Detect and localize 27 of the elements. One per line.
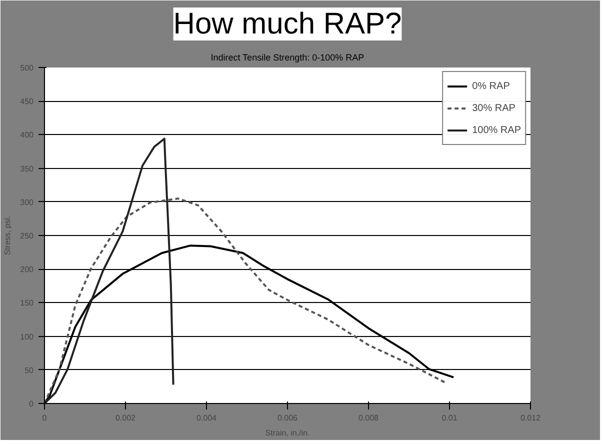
chart-subtitle: Indirect Tensile Strength: 0-100% RAP bbox=[210, 52, 364, 62]
chart-title: How much RAP? bbox=[173, 8, 402, 40]
x-tick-label: 0 bbox=[42, 414, 48, 422]
x-tick-label: 0.006 bbox=[277, 414, 298, 422]
y-tick-label: 200 bbox=[20, 265, 34, 274]
x-tick-label: 0.008 bbox=[358, 414, 380, 422]
x-tick-label: 0.002 bbox=[115, 414, 136, 422]
y-tick-label: 150 bbox=[20, 298, 34, 308]
line-series bbox=[44, 198, 446, 404]
y-tick-label: 500 bbox=[20, 64, 34, 72]
y-axis-title: Stress, psi. bbox=[3, 216, 12, 256]
x-tick-label: 0.004 bbox=[196, 414, 218, 422]
y-tick-label: 0 bbox=[29, 400, 34, 408]
line-series bbox=[44, 138, 174, 404]
y-tick-label: 400 bbox=[20, 130, 34, 140]
y-tick-label: 50 bbox=[24, 366, 34, 375]
x-tick-label: 0.01 bbox=[442, 414, 458, 422]
legend-label: 100% RAP bbox=[472, 124, 521, 136]
x-axis-title: Strain, in./in. bbox=[265, 428, 310, 438]
y-tick-label: 250 bbox=[20, 232, 34, 240]
legend-label: 0% RAP bbox=[472, 80, 510, 92]
legend-label: 30% RAP bbox=[472, 102, 516, 114]
x-tick-label: 0.012 bbox=[520, 414, 542, 422]
y-tick-label: 350 bbox=[20, 164, 34, 174]
y-tick-label: 100 bbox=[20, 332, 34, 342]
y-tick-label: 300 bbox=[20, 198, 34, 207]
y-tick-label: 450 bbox=[20, 97, 34, 106]
